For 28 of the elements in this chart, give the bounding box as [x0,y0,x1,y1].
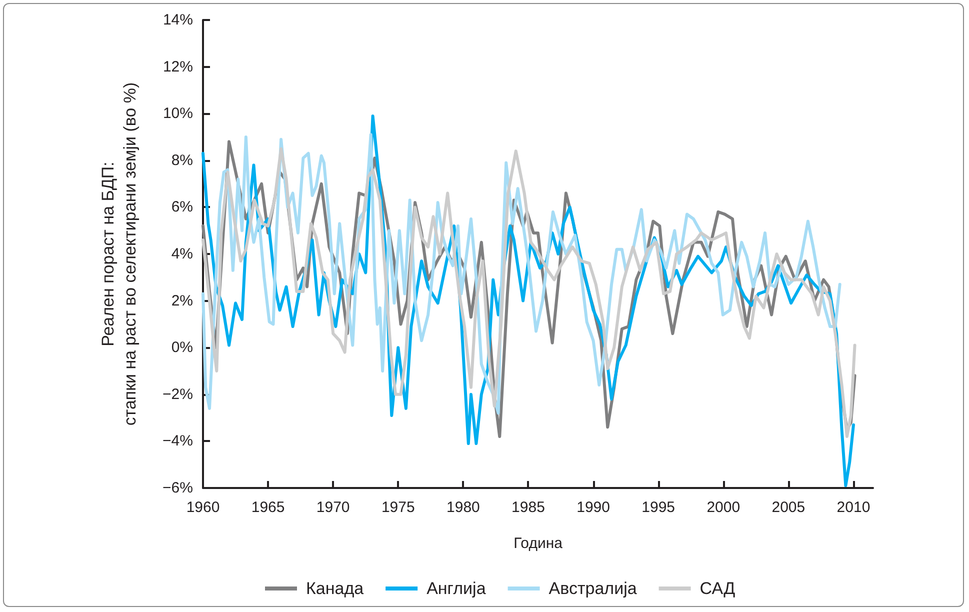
x-tick-label: 2000 [706,499,740,516]
y-tick-label: 0% [171,339,193,356]
y-tick-label: −4% [162,432,193,450]
x-tick-label: 1960 [186,499,220,516]
legend-label: Австралија [548,579,638,598]
y-tick-label: −2% [162,386,193,403]
legend-label: Англија [426,579,486,598]
y-tick-label: 10% [162,105,193,122]
x-tick-label: 1970 [316,499,350,516]
y-tick-label: 2% [171,292,193,310]
y-tick-label: 14% [162,12,193,28]
x-tick-label: 1980 [446,499,480,516]
x-tick-label: 2005 [772,499,806,516]
x-tick-label: 1995 [642,499,676,516]
x-tick-label: 1965 [251,499,285,516]
legend-label: САД [700,579,736,598]
x-tick-label: 1975 [381,499,415,516]
y-tick-label: 4% [171,246,193,262]
y-tick-label: 6% [171,198,193,216]
x-tick-label: 2010 [836,499,870,516]
x-tick-label: 1985 [512,499,545,516]
legend-label: Канада [306,579,364,598]
y-tick-label: 12% [162,58,193,76]
y-tick-label: 8% [171,152,193,169]
y-axis-title: Реален пораст на БДП: стапки на раст во селектирани земји (во %) [98,82,140,426]
y-tick-label: −6% [162,480,193,496]
x-tick-label: 1990 [576,499,610,516]
x-axis-title: Година [514,535,564,552]
